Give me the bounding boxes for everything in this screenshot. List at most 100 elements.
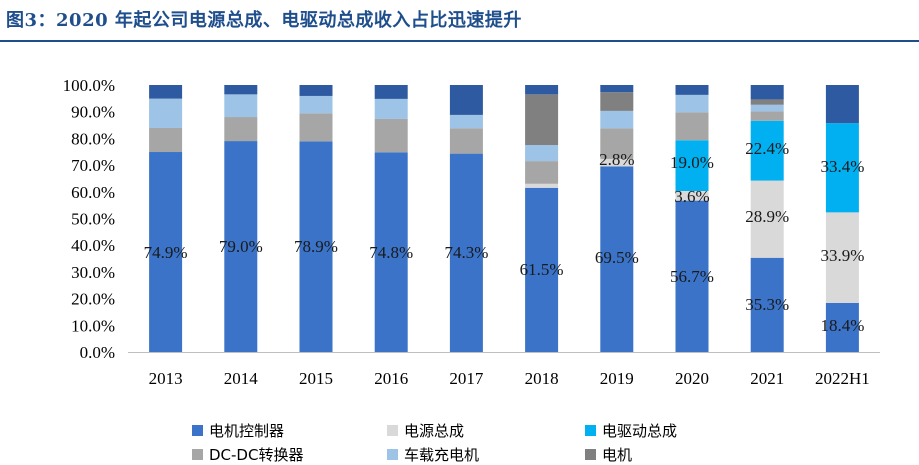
legend-label: 车载充电机 — [404, 446, 480, 464]
bar-segment — [299, 85, 333, 96]
bar-segment — [525, 85, 559, 95]
data-label: 74.9% — [144, 243, 188, 262]
bar-segment — [675, 200, 709, 352]
data-label: 19.0% — [670, 153, 714, 172]
data-label: 74.8% — [369, 243, 413, 262]
legend-label: 电机控制器 — [209, 422, 285, 440]
figure-title: 图3：2020 年起公司电源总成、电驱动总成收入占比迅速提升 — [6, 10, 522, 31]
legend-swatch — [192, 449, 203, 460]
bar-segment — [600, 128, 634, 159]
bar-segment — [374, 98, 408, 119]
bar-segment — [600, 166, 634, 352]
legend-label: DC-DC转换器 — [209, 446, 304, 464]
bar-segment — [825, 85, 859, 124]
x-tick-label: 2016 — [374, 369, 408, 388]
bar-segment — [675, 94, 709, 113]
bar-segment — [750, 111, 784, 121]
bar-segment — [299, 141, 333, 352]
bar-segment — [600, 85, 634, 93]
bar-segment — [675, 190, 709, 201]
data-label: 22.4% — [745, 139, 789, 158]
bars — [149, 85, 859, 352]
bar-segment — [149, 152, 183, 352]
legend-item: 车载充电机 — [387, 444, 479, 465]
data-label: 61.5% — [520, 260, 564, 279]
bar-segment — [525, 145, 559, 162]
legend-item: 电驱动总成 — [585, 420, 677, 441]
legend-label: 电机 — [602, 446, 633, 464]
bar-segment — [750, 180, 784, 258]
data-label: 3.6% — [674, 187, 709, 206]
y-tick-label: 50.0% — [71, 210, 115, 229]
data-label: 79.0% — [219, 237, 263, 256]
data-label: 78.9% — [294, 237, 338, 256]
bar-segment — [449, 114, 483, 129]
x-tick-label: 2015 — [299, 369, 333, 388]
y-tick-label: 10.0% — [71, 316, 115, 335]
bar-segment — [750, 85, 784, 100]
bar-segment — [224, 141, 258, 352]
x-tick-label: 2021 — [750, 369, 784, 388]
bar-segment — [374, 152, 408, 352]
y-tick-label: 20.0% — [71, 290, 115, 309]
bar-segment — [374, 118, 408, 153]
bar-segment — [750, 120, 784, 181]
legend-swatch — [585, 449, 596, 460]
y-tick-label: 100.0% — [63, 76, 115, 95]
data-label: 69.5% — [595, 248, 639, 267]
x-tick-label: 2020 — [675, 369, 709, 388]
data-label: 33.4% — [820, 157, 864, 176]
bar-segment — [224, 117, 258, 142]
bar-segment — [299, 95, 333, 114]
bar-segment — [675, 85, 709, 95]
bar-segment — [525, 94, 559, 146]
y-tick-label: 0.0% — [80, 343, 115, 362]
x-tick-label: 2014 — [224, 369, 259, 388]
bar-segment — [750, 257, 784, 352]
title-rule — [0, 40, 919, 42]
bar-segment — [825, 302, 859, 352]
bar-segment — [449, 153, 483, 352]
x-tick-label: 2022H1 — [815, 369, 870, 388]
bar-segment — [825, 123, 859, 213]
data-label: 28.9% — [745, 207, 789, 226]
y-tick-label: 80.0% — [71, 129, 115, 148]
bar-segment — [675, 112, 709, 141]
legend-item: 电源总成 — [387, 420, 464, 441]
bar-segment — [525, 187, 559, 352]
bar-segment — [374, 85, 408, 99]
bar-segment — [449, 85, 483, 115]
bar-segment — [449, 128, 483, 154]
legend-swatch — [585, 425, 596, 436]
stacked-bar-chart: 0.0% 10.0% 20.0% 30.0% 40.0% 50.0% 60.0% 70.0% 8… — [63, 76, 880, 388]
y-tick-label: 60.0% — [71, 183, 115, 202]
bar-segment — [299, 113, 333, 142]
legend-item: 电机 — [585, 444, 632, 465]
bar-segment — [750, 104, 784, 112]
bar-segment — [149, 127, 183, 153]
legend-item: 电机控制器 — [192, 420, 284, 441]
bar-segment — [675, 140, 709, 191]
legend-swatch — [387, 449, 398, 460]
data-label: 35.3% — [745, 295, 789, 314]
data-label: 74.3% — [444, 243, 488, 262]
bar-segment — [525, 161, 559, 184]
x-tick-label: 2018 — [525, 369, 559, 388]
legend-label: 电驱动总成 — [602, 422, 678, 440]
y-tick-label: 30.0% — [71, 263, 115, 282]
bar-segment — [600, 158, 634, 167]
data-label: 2.8% — [599, 150, 634, 169]
legend-label: 电源总成 — [404, 422, 465, 440]
bar-segment — [149, 98, 183, 128]
bar-segment — [149, 85, 183, 99]
y-tick-label: 40.0% — [71, 236, 115, 255]
legend-swatch — [192, 425, 203, 436]
x-axis: 2013 2014 2015 2016 2017 2018 2019 2020 2021 2022… — [128, 352, 880, 388]
y-tick-label: 90.0% — [71, 103, 115, 122]
bar-segment — [525, 183, 559, 188]
legend-item: DC-DC转换器 — [192, 444, 303, 465]
data-labels: 74.9% 79.0% 78.9% 74.8% 74.3% 61.5% 69.5% 2.8% 5… — [144, 139, 865, 335]
bar-segment — [600, 110, 634, 129]
bar-segment — [750, 99, 784, 105]
bar-segment — [600, 92, 634, 111]
